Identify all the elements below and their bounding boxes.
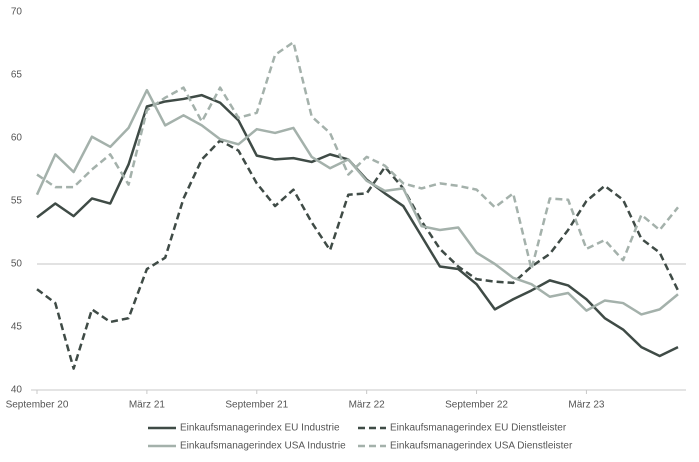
x-tick-label: September 20: [6, 400, 69, 411]
x-tick-label: September 21: [225, 400, 288, 411]
y-tick-label: 40: [11, 385, 23, 396]
legend-label: Einkaufsmanagerindex EU Industrie: [180, 423, 340, 434]
line-series: [35, 88, 679, 316]
legend-label: Einkaufsmanagerindex USA Industrie: [180, 441, 346, 452]
y-tick-label: 55: [11, 196, 23, 207]
legend-label: Einkaufsmanagerindex EU Dienstleister: [390, 423, 567, 434]
legend-label: Einkaufsmanagerindex USA Dienstleister: [390, 441, 573, 452]
y-tick-label: 65: [11, 70, 23, 81]
x-tick-label: März 22: [349, 400, 386, 411]
y-tick-label: 50: [11, 259, 23, 270]
x-tick-label: März 21: [129, 400, 166, 411]
line-series: [36, 40, 679, 271]
y-tick-label: 45: [11, 322, 23, 333]
line-series: [36, 93, 679, 358]
x-tick-label: März 23: [568, 400, 605, 411]
y-tick-label: 60: [11, 133, 23, 144]
line-series: [36, 139, 680, 370]
y-tick-label: 70: [11, 7, 23, 18]
x-tick-label: September 22: [445, 400, 508, 411]
